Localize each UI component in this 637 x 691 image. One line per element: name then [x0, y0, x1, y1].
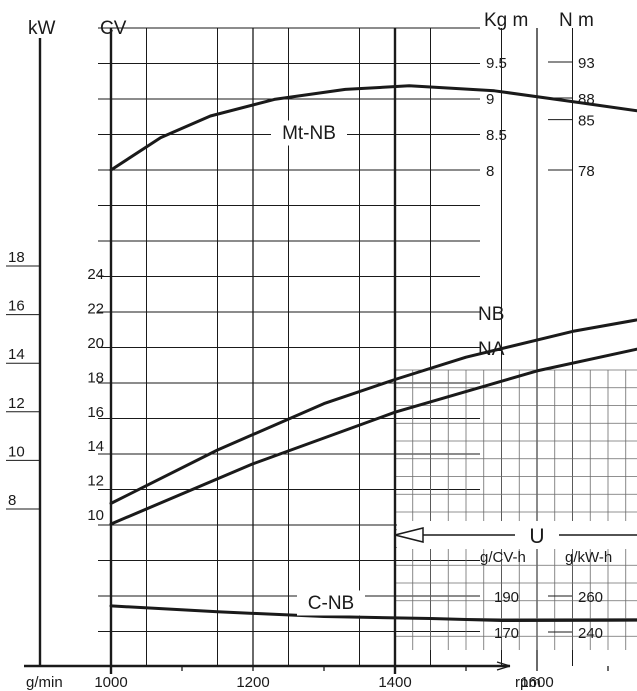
cv-tick-label: 10	[87, 507, 104, 524]
cv-tick-label: 24	[87, 266, 104, 283]
kgm-tick-label: 9	[486, 91, 494, 108]
series-label-mt-nb: Mt-NB	[282, 123, 336, 144]
cv-axis-unit: CV	[100, 18, 127, 39]
x-tick-label: 1400	[378, 674, 411, 691]
range-arrow-left-icon	[394, 527, 424, 543]
kw-axis-unit: kW	[28, 18, 56, 39]
kw-tick-label: 16	[8, 298, 25, 315]
cv-tick-label: 12	[87, 473, 104, 490]
nm-tick-label: 93	[578, 55, 595, 72]
gkwh-tick-label: 240	[578, 625, 603, 642]
series-label-c-nb: C-NB	[308, 593, 354, 614]
gcvh-axis-unit: g/CV-h	[480, 549, 526, 566]
grid-lines	[98, 27, 573, 666]
nm-tick-label: 78	[578, 163, 595, 180]
kw-tick-label: 12	[8, 395, 25, 412]
series-label-mt-nb-background	[271, 120, 347, 146]
series-label-na: NA	[478, 339, 505, 360]
nm-tick-label: 88	[578, 91, 595, 108]
series-line-nb	[109, 318, 637, 505]
cv-tick-label: 16	[87, 404, 104, 421]
x-tick-label: 1600	[520, 674, 553, 691]
gkwh-tick-label: 260	[578, 589, 603, 606]
kgm-axis-unit: Kg m	[484, 10, 528, 31]
x-axis-arrow	[496, 661, 511, 667]
series-label-c-nb-background	[297, 590, 365, 616]
x-tick-label: 1000	[94, 674, 127, 691]
performance-curves	[109, 84, 637, 622]
kgm-tick-label: 9.5	[486, 55, 507, 72]
cv-tick-label: 14	[87, 438, 104, 455]
chart-labels: kW CV Kg m N m g/CV-h g/kW-h 18 16 14 12 10 8 24 22 20…	[6, 10, 612, 691]
cv-tick-label: 20	[87, 335, 104, 352]
gkwh-axis-unit: g/kW-h	[565, 549, 612, 566]
range-marker-label: U	[529, 525, 544, 548]
kw-tick-label: 14	[8, 346, 25, 363]
kw-tick-label: 10	[8, 443, 25, 460]
nm-axis-unit: N m	[559, 10, 594, 31]
cv-tick-label: 22	[87, 301, 104, 318]
gcvh-tick-label: 170	[494, 625, 519, 642]
kgm-tick-label: 8	[486, 163, 494, 180]
series-line-na	[109, 347, 637, 526]
nm-tick-label: 85	[578, 113, 595, 130]
kw-tick-label: 18	[8, 249, 25, 266]
operating-range-hatch	[395, 369, 637, 650]
x-axis-arrow	[496, 665, 511, 671]
series-line-mt-nb	[109, 84, 637, 172]
cv-tick-label: 18	[87, 369, 104, 386]
gcvh-tick-label: 190	[494, 589, 519, 606]
x-axis-unit-right: rpm	[515, 674, 541, 691]
series-line-c-nb	[109, 604, 637, 622]
kw-tick-label: 8	[8, 492, 16, 509]
kgm-tick-label: 8.5	[486, 127, 507, 144]
chart-axes	[24, 28, 609, 674]
x-tick-label: 1200	[236, 674, 269, 691]
series-label-nb: NB	[478, 304, 504, 325]
x-axis-unit-left: g/min	[26, 674, 63, 691]
